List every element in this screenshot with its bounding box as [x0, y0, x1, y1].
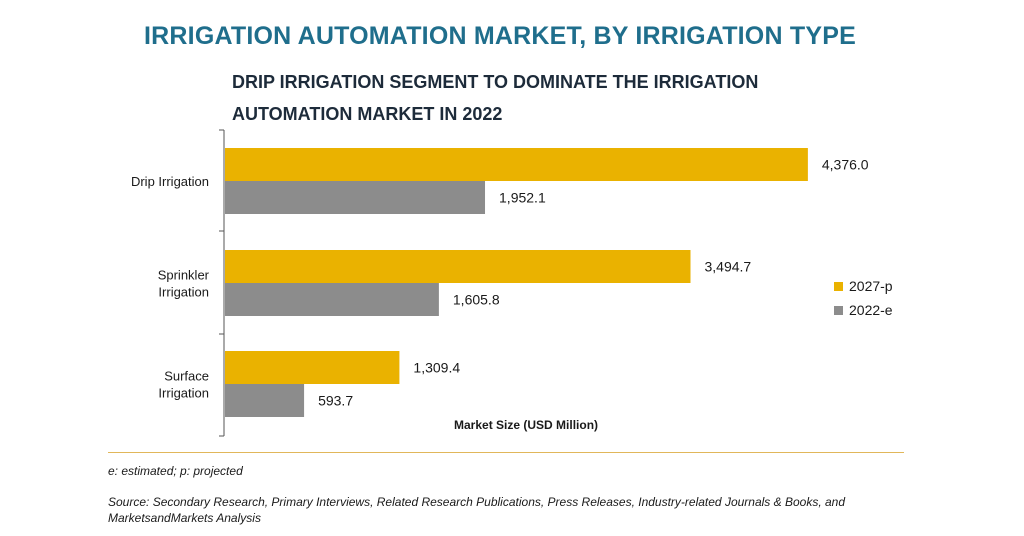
legend-swatch-2027 — [834, 281, 843, 291]
bar-2022-e — [225, 181, 486, 214]
legend-swatch-2022 — [834, 305, 843, 315]
legend-label-2027: 2027-p — [849, 278, 893, 294]
bar-2027-p — [225, 250, 691, 283]
legend-item-2027: 2027-p — [834, 274, 893, 298]
data-label: 3,494.7 — [704, 259, 751, 275]
category-label: Surface — [164, 369, 209, 384]
data-label: 4,376.0 — [822, 157, 869, 173]
bar-2027-p — [225, 148, 808, 181]
legend-label-2022: 2022-e — [849, 302, 893, 318]
source-note: Source: Secondary Research, Primary Inte… — [108, 495, 846, 525]
data-label: 1,952.1 — [499, 190, 546, 206]
bar-2022-e — [225, 384, 305, 417]
bar-2027-p — [225, 351, 400, 384]
category-label: Irrigation — [158, 386, 209, 401]
category-label: Irrigation — [158, 285, 209, 300]
data-label: 1,309.4 — [413, 360, 460, 376]
category-label: Sprinkler — [158, 268, 210, 283]
legend: 2027-p 2022-e — [834, 274, 893, 322]
chart-subtitle: DRIP IRRIGATION SEGMENT TO DOMINATE THE … — [232, 72, 759, 124]
x-axis-label: Market Size (USD Million) — [454, 418, 599, 432]
divider — [108, 452, 904, 453]
legend-item-2022: 2022-e — [834, 298, 893, 322]
data-label: 593.7 — [318, 393, 353, 409]
bar-2022-e — [225, 283, 439, 316]
chart-title: IRRIGATION AUTOMATION MARKET, BY IRRIGAT… — [144, 22, 856, 50]
data-label: 1,605.8 — [453, 292, 500, 308]
footnote: e: estimated; p: projected — [108, 464, 243, 478]
category-label: Drip Irrigation — [131, 174, 209, 189]
